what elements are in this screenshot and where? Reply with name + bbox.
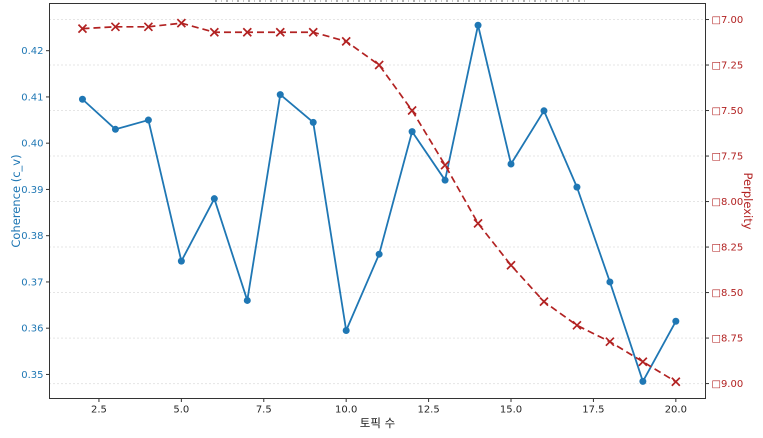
- left-tick-label: 0.37: [21, 277, 43, 288]
- perplexity-marker: [638, 357, 648, 367]
- coherence-point: [78, 95, 86, 103]
- coherence-line: [81, 24, 677, 383]
- x-tick-label: 10.0: [335, 405, 357, 416]
- coherence-point: [276, 91, 284, 99]
- perplexity-marker: [275, 27, 285, 37]
- coherence-point: [408, 128, 416, 136]
- coherence-point: [573, 183, 581, 191]
- coherence-point: [507, 160, 515, 168]
- x-tick-label: 15.0: [500, 405, 522, 416]
- x-tick-label: 2.5: [91, 405, 107, 416]
- perplexity-marker: [242, 27, 252, 37]
- coherence-point: [177, 257, 185, 265]
- right-tick-label: □7.50: [712, 106, 744, 117]
- perplexity-marker: [110, 22, 121, 32]
- perplexity-marker: [671, 377, 681, 387]
- perplexity-marker: [77, 24, 88, 34]
- plot-area-border: [49, 3, 706, 399]
- x-tick-label: 7.5: [256, 405, 272, 416]
- coherence-point: [606, 278, 614, 286]
- perplexity-marker: [440, 160, 450, 170]
- coherence-point: [375, 250, 383, 258]
- coherence-point: [639, 377, 647, 385]
- perplexity-marker: [308, 27, 318, 37]
- right-tick-label: □8.00: [712, 197, 744, 208]
- left-tick-label: 0.35: [21, 370, 43, 381]
- left-tick-label: 0.41: [21, 92, 43, 103]
- right-tick-label: □7.25: [712, 61, 744, 72]
- x-tick-label: 5.0: [173, 405, 189, 416]
- perplexity-marker: [143, 22, 153, 32]
- left-tick-label: 0.42: [21, 46, 43, 57]
- coherence-point: [144, 116, 152, 124]
- coherence-point: [309, 118, 317, 126]
- coherence-point: [672, 317, 680, 325]
- right-tick-label: □9.00: [712, 379, 744, 390]
- coherence-point: [441, 176, 449, 184]
- perplexity-marker: [473, 218, 483, 228]
- coherence-point: [342, 327, 350, 335]
- left-tick-label: 0.38: [21, 231, 43, 242]
- perplexity-marker: [407, 105, 417, 116]
- right-tick-label: □8.50: [712, 288, 744, 299]
- left-tick-label: 0.39: [21, 185, 43, 196]
- coherence-point: [111, 125, 119, 133]
- x-tick-label: 17.5: [582, 405, 604, 416]
- left-tick-label: 0.40: [21, 139, 43, 150]
- perplexity-marker: [341, 36, 351, 46]
- perplexity-line: [82, 22, 677, 383]
- coherence-point: [210, 195, 218, 203]
- coherence-point: [474, 21, 482, 29]
- coherence-point: [243, 296, 251, 304]
- x-tick-label: 12.5: [417, 405, 439, 416]
- x-tick-label: 20.0: [665, 405, 687, 416]
- perplexity-marker: [605, 337, 615, 347]
- right-tick-label: □7.75: [712, 152, 744, 163]
- right-tick-label: □7.00: [712, 15, 744, 26]
- perplexity-marker: [209, 27, 219, 37]
- clipped-title-fragment: [215, 0, 585, 2]
- right-tick-label: □8.25: [712, 243, 744, 254]
- right-tick-label: □8.75: [712, 334, 744, 345]
- left-tick-label: 0.36: [21, 324, 43, 335]
- perplexity-marker: [506, 260, 516, 270]
- perplexity-marker: [572, 320, 582, 330]
- perplexity-marker: [539, 297, 549, 307]
- coherence-point: [540, 107, 548, 115]
- perplexity-marker: [374, 60, 384, 70]
- perplexity-marker: [176, 18, 186, 28]
